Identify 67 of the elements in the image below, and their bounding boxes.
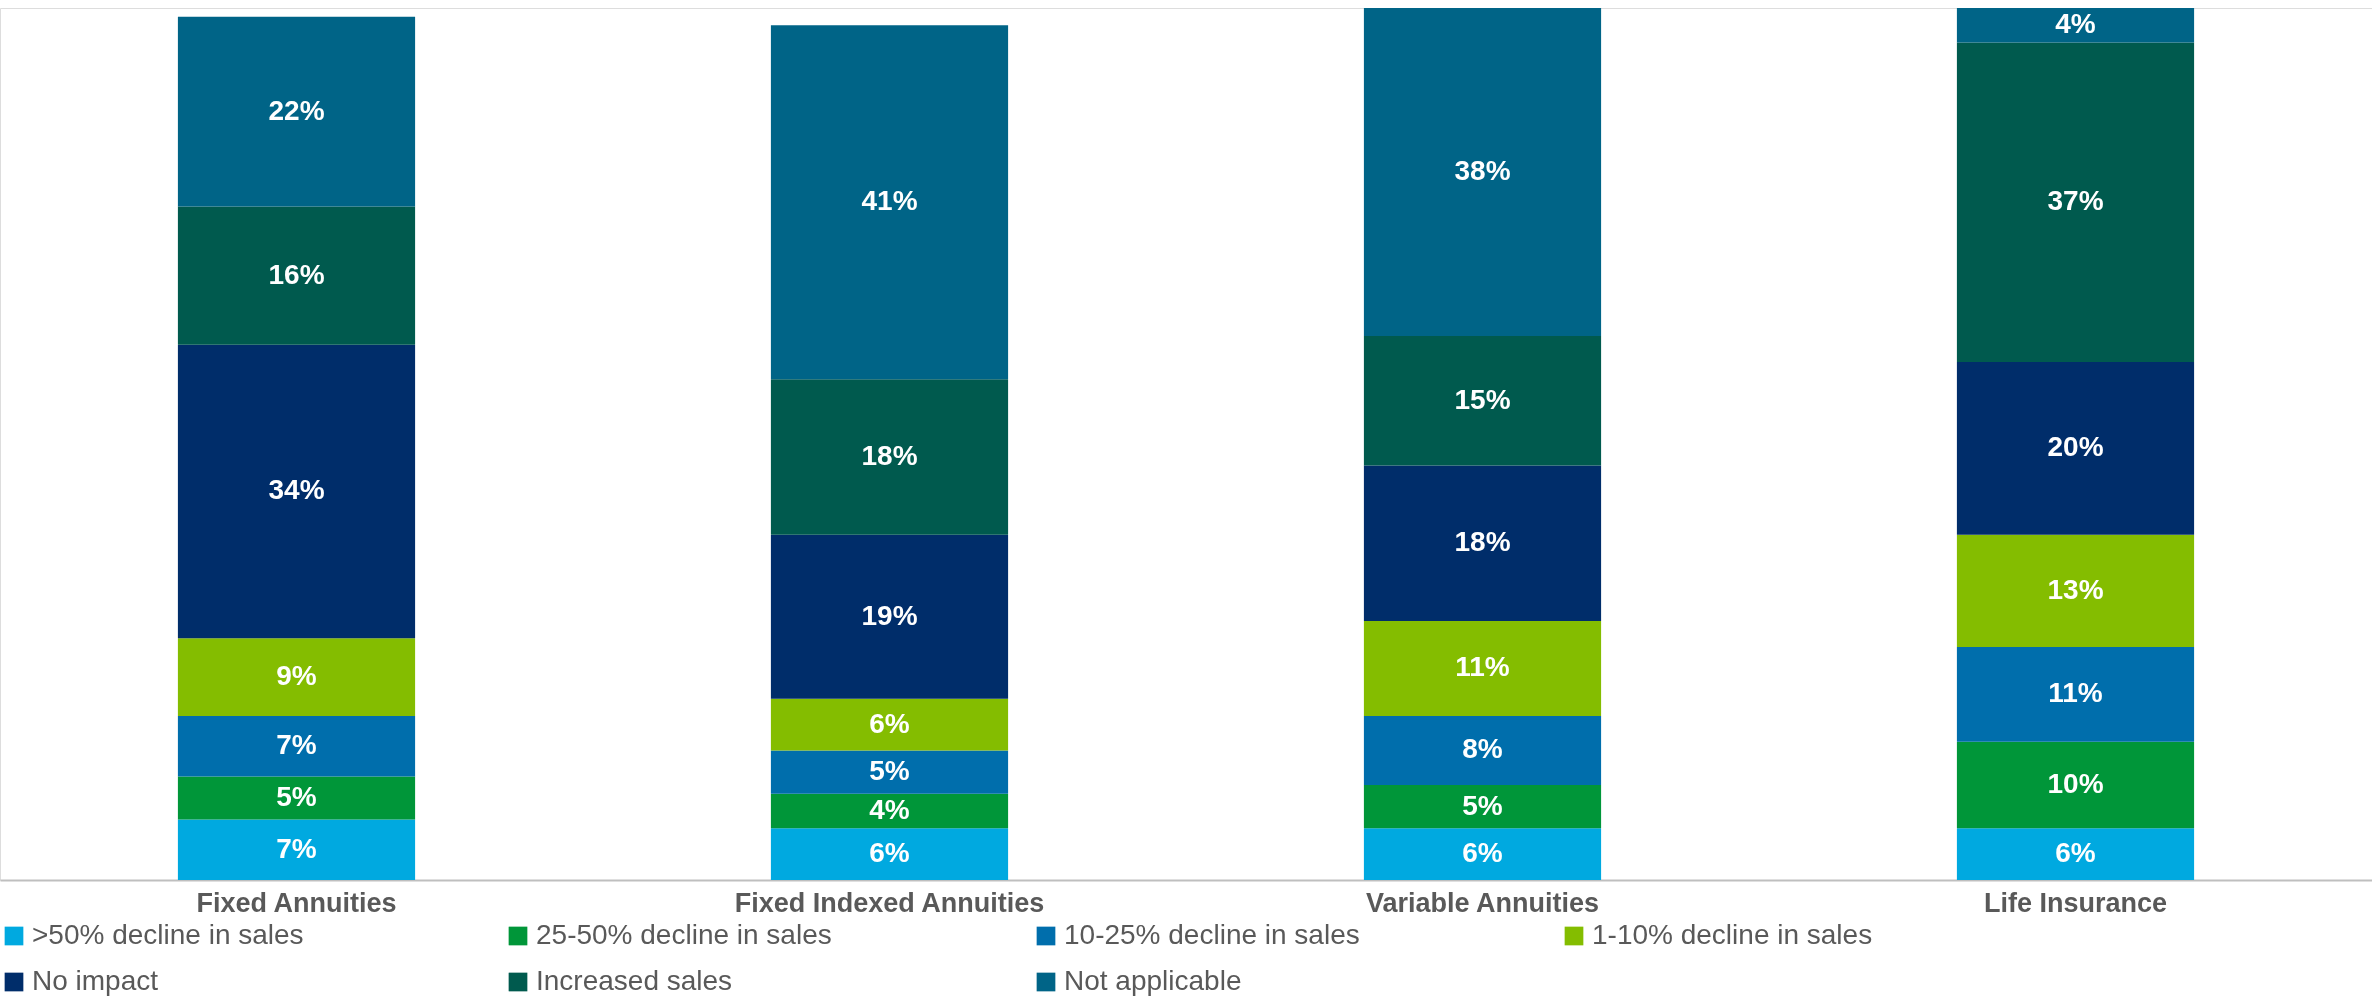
bar: [177, 776, 416, 820]
data-label: 13%: [2047, 573, 2104, 605]
bar: [770, 793, 1009, 829]
bar: [1956, 361, 2195, 535]
data-label: 5%: [869, 755, 910, 787]
data-label: 41%: [861, 185, 918, 217]
bar: [1956, 828, 2195, 880]
bar: [770, 698, 1009, 751]
x-tick-label: Variable Annuities: [1365, 887, 1600, 918]
data-label: 6%: [869, 707, 910, 739]
bar: [1363, 465, 1602, 621]
data-label: 5%: [276, 780, 317, 812]
data-label: 20%: [2047, 431, 2104, 463]
data-label: 37%: [2047, 185, 2104, 217]
bar: [1956, 741, 2195, 829]
data-label: 4%: [869, 793, 910, 825]
bar: [1363, 8, 1602, 337]
data-label: 6%: [1462, 837, 1503, 869]
data-label: 4%: [2055, 8, 2096, 40]
bar: [770, 379, 1009, 535]
bar: [1956, 8, 2195, 43]
data-label: 6%: [2055, 837, 2096, 869]
data-label: 15%: [1454, 383, 1511, 415]
data-label: 19%: [861, 599, 918, 631]
bar: [177, 638, 416, 716]
legend-label: 1-10% decline in sales: [1592, 919, 1873, 950]
bar: [177, 819, 416, 880]
bar: [177, 344, 416, 639]
data-label: 38%: [1454, 155, 1511, 187]
x-tick-label: Life Insurance: [1983, 887, 2168, 918]
data-label: 10%: [2047, 768, 2104, 800]
data-label: 34%: [268, 474, 325, 506]
legend-label: 25-50% decline in sales: [536, 919, 832, 950]
legend-label: Not applicable: [1064, 965, 1242, 996]
legend-label: No impact: [32, 965, 159, 996]
bar: [177, 715, 416, 777]
bar: [177, 16, 416, 207]
bar: [177, 206, 416, 345]
legend-label: >50% decline in sales: [32, 919, 304, 950]
bar: [770, 25, 1009, 380]
data-label: 7%: [276, 729, 317, 761]
bar: [1956, 42, 2195, 362]
bar: [1363, 785, 1602, 829]
bar: [1363, 715, 1602, 786]
data-label: 18%: [1454, 526, 1511, 558]
bar: [770, 750, 1009, 794]
legend-label: 10-25% decline in sales: [1064, 919, 1360, 950]
legend-label: Increased sales: [536, 965, 733, 996]
data-label: 18%: [861, 439, 918, 471]
data-label: 6%: [869, 837, 910, 869]
bar: [1956, 534, 2195, 647]
data-label: 5%: [1462, 789, 1503, 821]
bar: [1956, 646, 2195, 742]
bar: [1363, 620, 1602, 716]
data-label: 11%: [1455, 651, 1510, 683]
bar: [770, 534, 1009, 699]
bar: [1363, 336, 1602, 466]
bar: [770, 828, 1009, 880]
data-label: 16%: [268, 258, 325, 290]
x-tick-label: Fixed Annuities: [196, 887, 397, 918]
data-label: 8%: [1462, 733, 1503, 765]
data-label: 7%: [276, 832, 317, 864]
x-tick-label: Fixed Indexed Annuities: [734, 887, 1045, 918]
data-label: 22%: [268, 94, 325, 126]
bar: [1363, 828, 1602, 880]
data-label: 11%: [2048, 677, 2103, 709]
data-label: 9%: [276, 660, 317, 692]
